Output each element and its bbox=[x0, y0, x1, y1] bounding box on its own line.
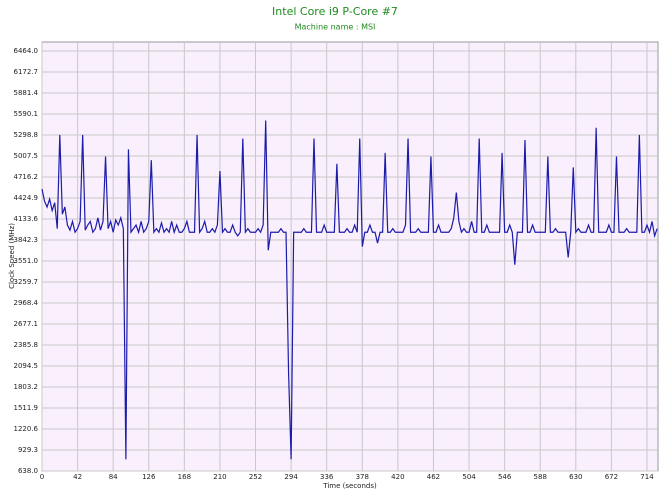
x-tick-label: 84 bbox=[109, 473, 118, 481]
chart-subtitle: Machine name : MSI bbox=[295, 23, 376, 32]
y-tick-label: 2385.8 bbox=[14, 341, 39, 349]
y-tick-label: 2968.4 bbox=[14, 299, 39, 307]
y-tick-label: 4424.9 bbox=[14, 194, 39, 202]
y-tick-label: 929.3 bbox=[18, 446, 38, 454]
y-tick-label: 5298.8 bbox=[14, 131, 39, 139]
plot-area bbox=[41, 41, 659, 472]
x-tick-label: 0 bbox=[40, 473, 44, 481]
chart-title: Intel Core i9 P-Core #7 bbox=[272, 5, 398, 18]
x-tick-label: 588 bbox=[534, 473, 547, 481]
x-tick-label: 462 bbox=[427, 473, 440, 481]
x-axis-label: Time (seconds) bbox=[322, 482, 377, 490]
y-tick-label: 1803.2 bbox=[14, 383, 39, 391]
x-tick-label: 714 bbox=[640, 473, 654, 481]
x-tick-label: 378 bbox=[356, 473, 369, 481]
y-tick-label: 4133.6 bbox=[14, 215, 39, 223]
y-tick-label: 5007.5 bbox=[14, 152, 39, 160]
y-tick-label: 638.0 bbox=[18, 467, 38, 475]
y-axis-label: Clock Speed (MHz) bbox=[8, 223, 16, 289]
x-tick-label: 336 bbox=[320, 473, 334, 481]
y-tick-label: 3842.3 bbox=[14, 236, 39, 244]
y-tick-label: 5881.4 bbox=[14, 89, 39, 97]
y-tick-label: 4716.2 bbox=[14, 173, 39, 181]
x-tick-label: 546 bbox=[498, 473, 512, 481]
x-tick-label: 672 bbox=[605, 473, 618, 481]
x-tick-label: 420 bbox=[391, 473, 404, 481]
x-tick-label: 42 bbox=[73, 473, 82, 481]
y-tick-label: 3259.7 bbox=[14, 278, 39, 286]
data-line bbox=[41, 120, 658, 460]
x-tick-label: 252 bbox=[249, 473, 262, 481]
x-tick-label: 504 bbox=[462, 473, 476, 481]
x-tick-label: 168 bbox=[178, 473, 191, 481]
x-tick-label: 126 bbox=[142, 473, 156, 481]
y-tick-label: 5590.1 bbox=[14, 110, 39, 118]
x-tick-label: 210 bbox=[213, 473, 226, 481]
y-tick-label: 6464.0 bbox=[14, 47, 39, 55]
y-tick-label: 6172.7 bbox=[14, 68, 39, 76]
x-tick-label: 294 bbox=[284, 473, 298, 481]
y-tick-label: 2677.1 bbox=[14, 320, 39, 328]
y-tick-label: 3551.0 bbox=[14, 257, 39, 265]
y-tick-label: 2094.5 bbox=[14, 362, 39, 370]
x-tick-label: 630 bbox=[569, 473, 582, 481]
y-tick-label: 1511.9 bbox=[14, 404, 39, 412]
y-tick-label: 1220.6 bbox=[14, 425, 39, 433]
